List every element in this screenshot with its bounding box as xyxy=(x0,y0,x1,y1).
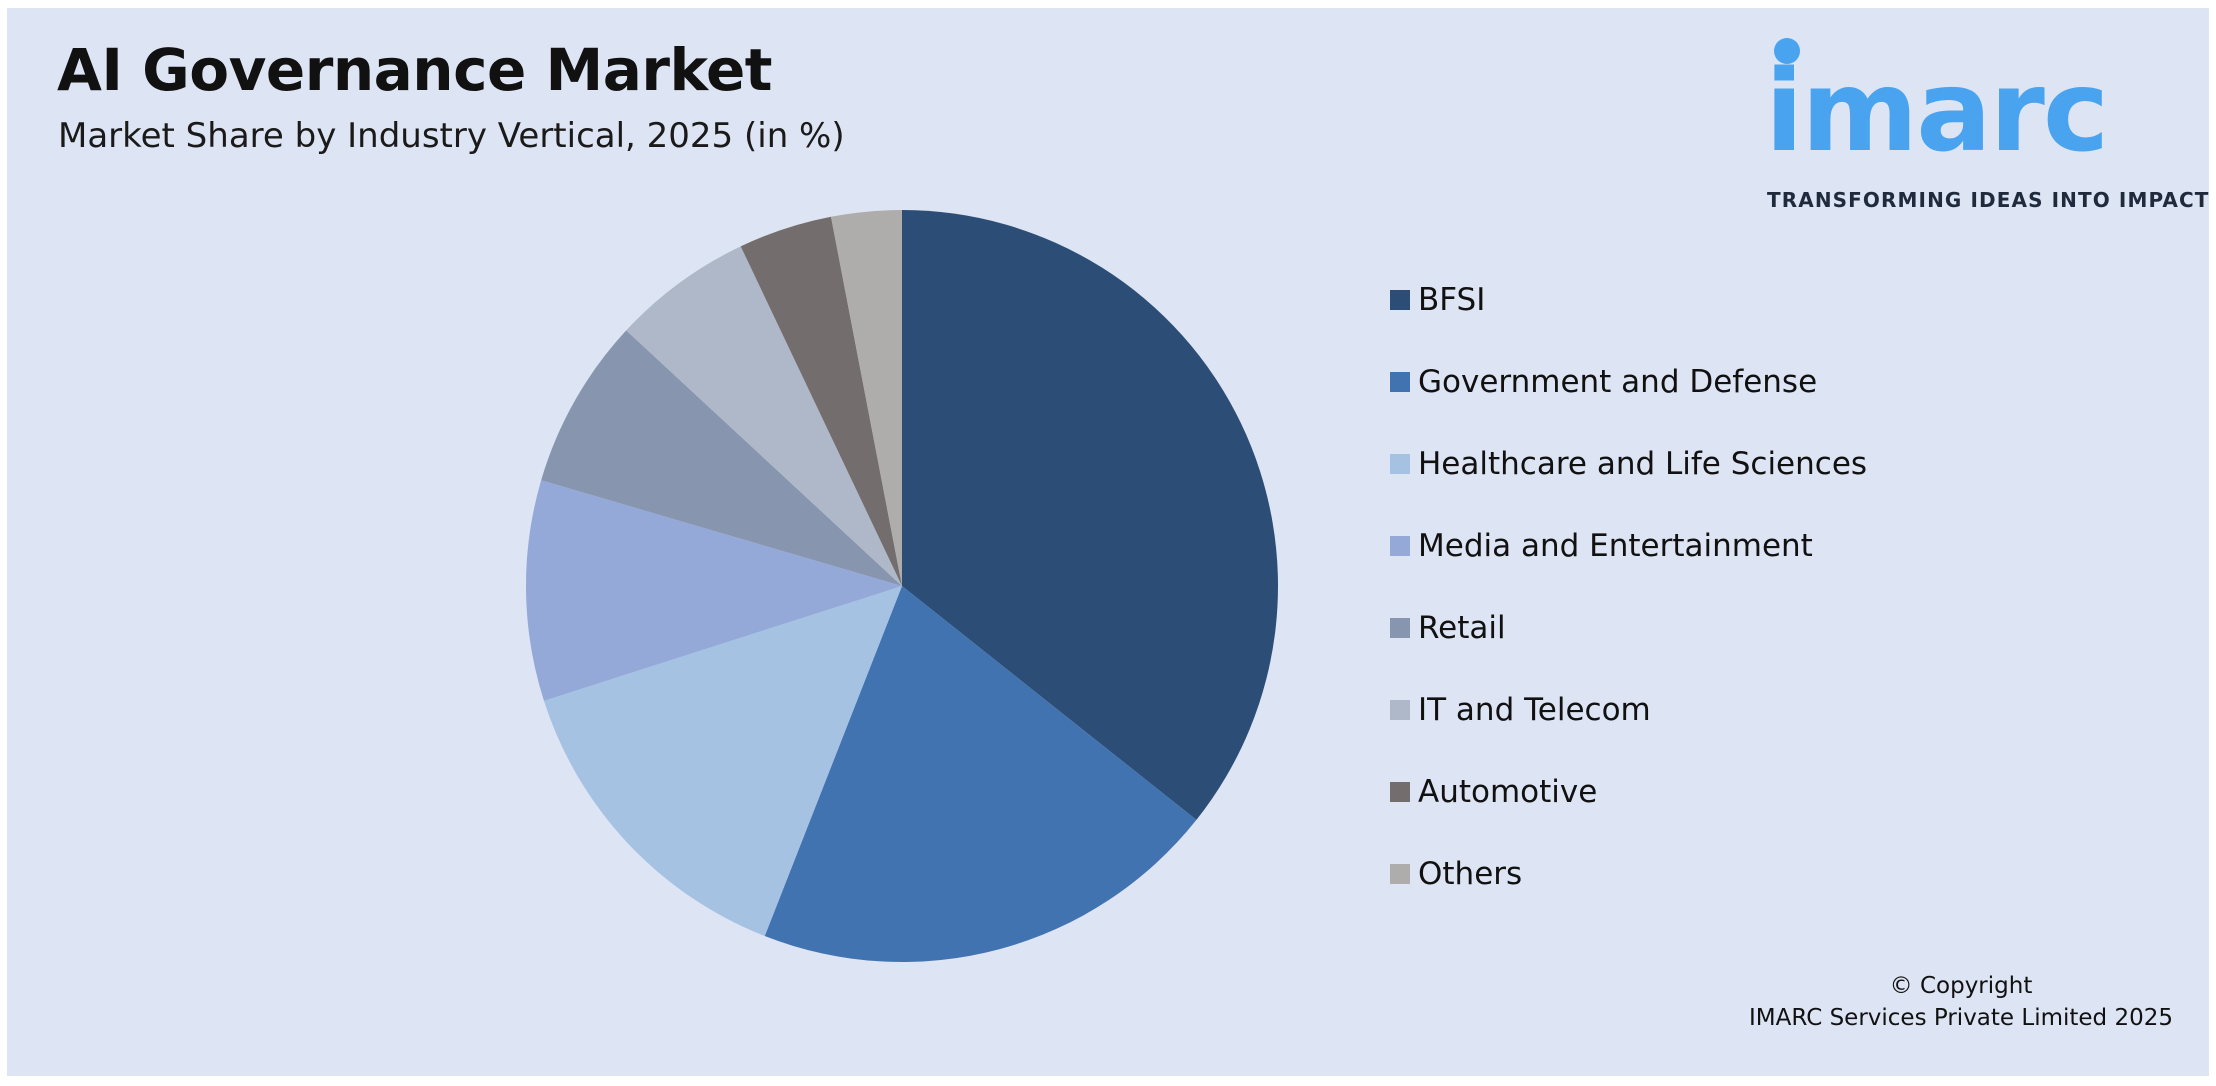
legend-item: Retail xyxy=(1390,608,1506,648)
legend-item: Media and Entertainment xyxy=(1390,526,1813,566)
pie-slice-others xyxy=(830,210,902,586)
pie-chart xyxy=(526,210,1278,962)
pie-slice-retail xyxy=(541,330,902,586)
legend-item: Others xyxy=(1390,854,1522,894)
pie-slice-automotive xyxy=(740,216,902,586)
legend-swatch xyxy=(1390,454,1410,474)
page-title: AI Governance Market xyxy=(57,36,773,104)
legend-swatch xyxy=(1390,290,1410,310)
logo-dot-icon xyxy=(1774,38,1800,64)
legend-item: Healthcare and Life Sciences xyxy=(1390,444,1867,484)
legend-label: Retail xyxy=(1418,610,1506,646)
legend-label: Healthcare and Life Sciences xyxy=(1418,446,1868,482)
copyright-line-1: © Copyright xyxy=(1889,973,2033,999)
legend-swatch xyxy=(1390,618,1410,638)
legend-swatch xyxy=(1390,782,1410,802)
chart-canvas: AI Governance Market Market Share by Ind… xyxy=(7,8,2209,1076)
pie-slice-bfsi xyxy=(902,210,1278,820)
logo-tagline: TRANSFORMING IDEAS INTO IMPACT xyxy=(1767,188,2210,212)
legend-item: Government and Defense xyxy=(1390,362,1817,402)
legend-item: IT and Telecom xyxy=(1390,690,1651,730)
legend-swatch xyxy=(1390,700,1410,720)
copyright-notice: © Copyright IMARC Services Private Limit… xyxy=(1749,970,2173,1034)
legend-item: BFSI xyxy=(1390,280,1485,320)
pie-slice-it-and-telecom xyxy=(626,246,902,586)
legend-label: IT and Telecom xyxy=(1418,692,1651,728)
legend-label: Automotive xyxy=(1418,774,1598,810)
legend-item: Automotive xyxy=(1390,772,1597,812)
logo-wordmark: imarc xyxy=(1765,47,2109,177)
page-subtitle: Market Share by Industry Vertical, 2025 … xyxy=(58,116,845,156)
pie-slice-healthcare-and-life-sciences xyxy=(543,586,902,937)
pie-slice-government-and-defense xyxy=(764,586,1197,962)
copyright-line-2: IMARC Services Private Limited 2025 xyxy=(1749,1005,2173,1031)
legend-swatch xyxy=(1390,864,1410,884)
pie-slice-media-and-entertainment xyxy=(526,480,902,701)
legend-swatch xyxy=(1390,372,1410,392)
legend-label: Government and Defense xyxy=(1418,364,1818,400)
legend-label: BFSI xyxy=(1418,282,1486,318)
legend-label: Media and Entertainment xyxy=(1418,528,1813,564)
legend-label: Others xyxy=(1418,856,1523,892)
legend-swatch xyxy=(1390,536,1410,556)
imarc-logo: imarc TRANSFORMING IDEAS INTO IMPACT xyxy=(1765,26,2208,226)
